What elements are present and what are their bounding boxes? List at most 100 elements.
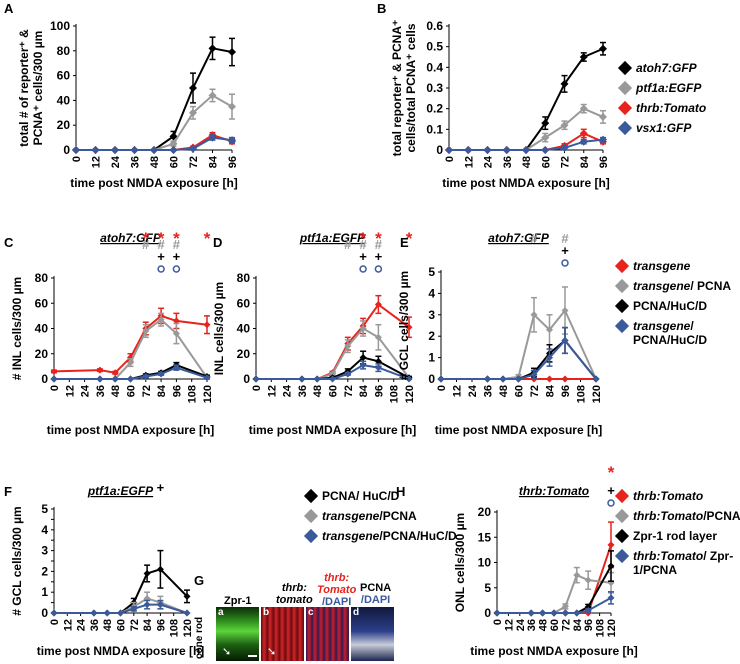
data-point [561,336,569,344]
y-tick-label: 0 [484,606,491,620]
significance-mark: # [344,237,352,252]
x-tick-label: 48 [521,156,533,168]
significance-mark: # [375,237,383,252]
legend-label: thrb:Tomato/ Zpr-1/PCNA [633,549,734,577]
series-line-zpr-1-rod-layer [497,565,612,614]
legend-label: PCNA/ HuC/D [322,489,400,503]
x-axis-label-h: time post NMDA exposure [h] [470,644,638,658]
data-point [90,609,98,617]
x-tick-label: 72 [129,619,141,631]
legend-panel-f: PCNA/ HuC/D transgene/PCNA transgene/PCNA/… [303,488,457,549]
legend-f-item: transgene/PCNA/HuC/D [303,528,457,544]
x-tick-label: 96 [560,385,572,397]
y-tick-label: 0.2 [426,102,443,116]
x-tick-label: 48 [149,156,161,168]
y-tick-label: 10 [478,556,492,570]
x-tick-label: 12 [503,619,515,631]
x-tick-label: 120 [182,619,194,637]
data-point [561,602,569,610]
scale-bar [248,655,257,657]
legend-marker-icon [303,528,319,544]
legend-cde-item: transgene [614,258,735,274]
data-point [208,44,217,53]
data-point [344,370,352,378]
x-tick-label: 60 [540,156,552,168]
data-point [313,375,321,383]
micrograph-a-header: Zpr-1 [224,595,252,607]
legend-label: atoh7:GFP [636,61,697,75]
data-point [607,541,615,549]
x-tick-label: 60 [328,385,340,397]
x-tick-label: 108 [576,385,588,403]
x-tick-label: 72 [188,156,200,168]
x-tick-label: 72 [560,156,572,168]
data-point [142,372,150,380]
data-point [157,370,165,378]
data-point [50,367,58,375]
panel-letter-f: F [4,484,12,499]
x-axis-label-e: time post NMDA exposure [h] [435,423,603,437]
significance-mark: * [360,229,367,248]
legend-marker-icon [617,60,633,76]
data-point [483,146,492,154]
data-point [203,321,211,329]
data-point [329,370,336,378]
legend-h-item: Zpr-1 rod layer [614,528,735,544]
micrograph-d-header-line2: /DAPI [360,594,391,606]
x-tick-label: 48 [110,385,122,397]
data-point [143,601,151,609]
series-line-transgene-pcna [441,308,597,380]
data-point [111,369,119,377]
x-tick-label: 84 [208,155,220,168]
micrograph-d-header: PCNA /DAPI [360,582,391,606]
legend-label: PCNA/HuC/D [633,299,707,313]
data-point [530,311,538,319]
data-point [515,375,522,383]
x-tick-label: 120 [606,619,618,637]
x-tick-label: 120 [591,385,603,403]
data-point [546,326,553,334]
data-point [208,133,217,142]
data-point [464,146,473,154]
y-tick-label: 20 [237,347,251,361]
y-tick-label: 60 [57,69,71,83]
data-point [228,102,236,111]
legend-marker-icon [617,120,633,136]
y-tick-label: 0 [428,372,435,386]
data-point [579,104,588,113]
y-tick-label: 0.6 [426,19,443,33]
legend-ab-item: atoh7:GFP [617,60,706,76]
y-tick-label: 20 [35,347,49,361]
y-tick-label: 20 [478,505,492,519]
legend-label: Zpr-1 rod layer [633,529,718,543]
significance-mark: + [607,483,615,498]
x-tick-label: 24 [483,155,495,168]
y-tick-label: 40 [35,322,49,336]
x-tick-label: 60 [169,156,181,168]
data-point [527,609,535,617]
data-point [111,375,119,383]
data-point [560,79,569,88]
significance-mark: * [142,229,149,248]
x-tick-label: 60 [116,619,128,631]
panel-letter-c: C [4,235,14,250]
data-point [607,594,615,602]
data-point [228,136,236,145]
data-point [592,375,600,383]
micrograph-side-label-rod: rod [194,616,205,633]
data-point [374,333,382,341]
x-tick-label: 24 [467,384,479,397]
x-tick-label: 72 [343,385,355,397]
data-point [374,357,382,365]
data-point [172,317,180,325]
y-tick-label: 20 [57,118,71,132]
significance-mark: # [173,237,181,252]
x-tick-label: 96 [373,385,385,397]
data-point [502,146,511,154]
data-point [189,84,197,92]
x-tick-label: 12 [266,385,278,397]
legend-marker-icon [617,80,633,96]
data-point [579,137,588,146]
legend-label: transgene/ PCNA/HuC/D [633,319,707,347]
